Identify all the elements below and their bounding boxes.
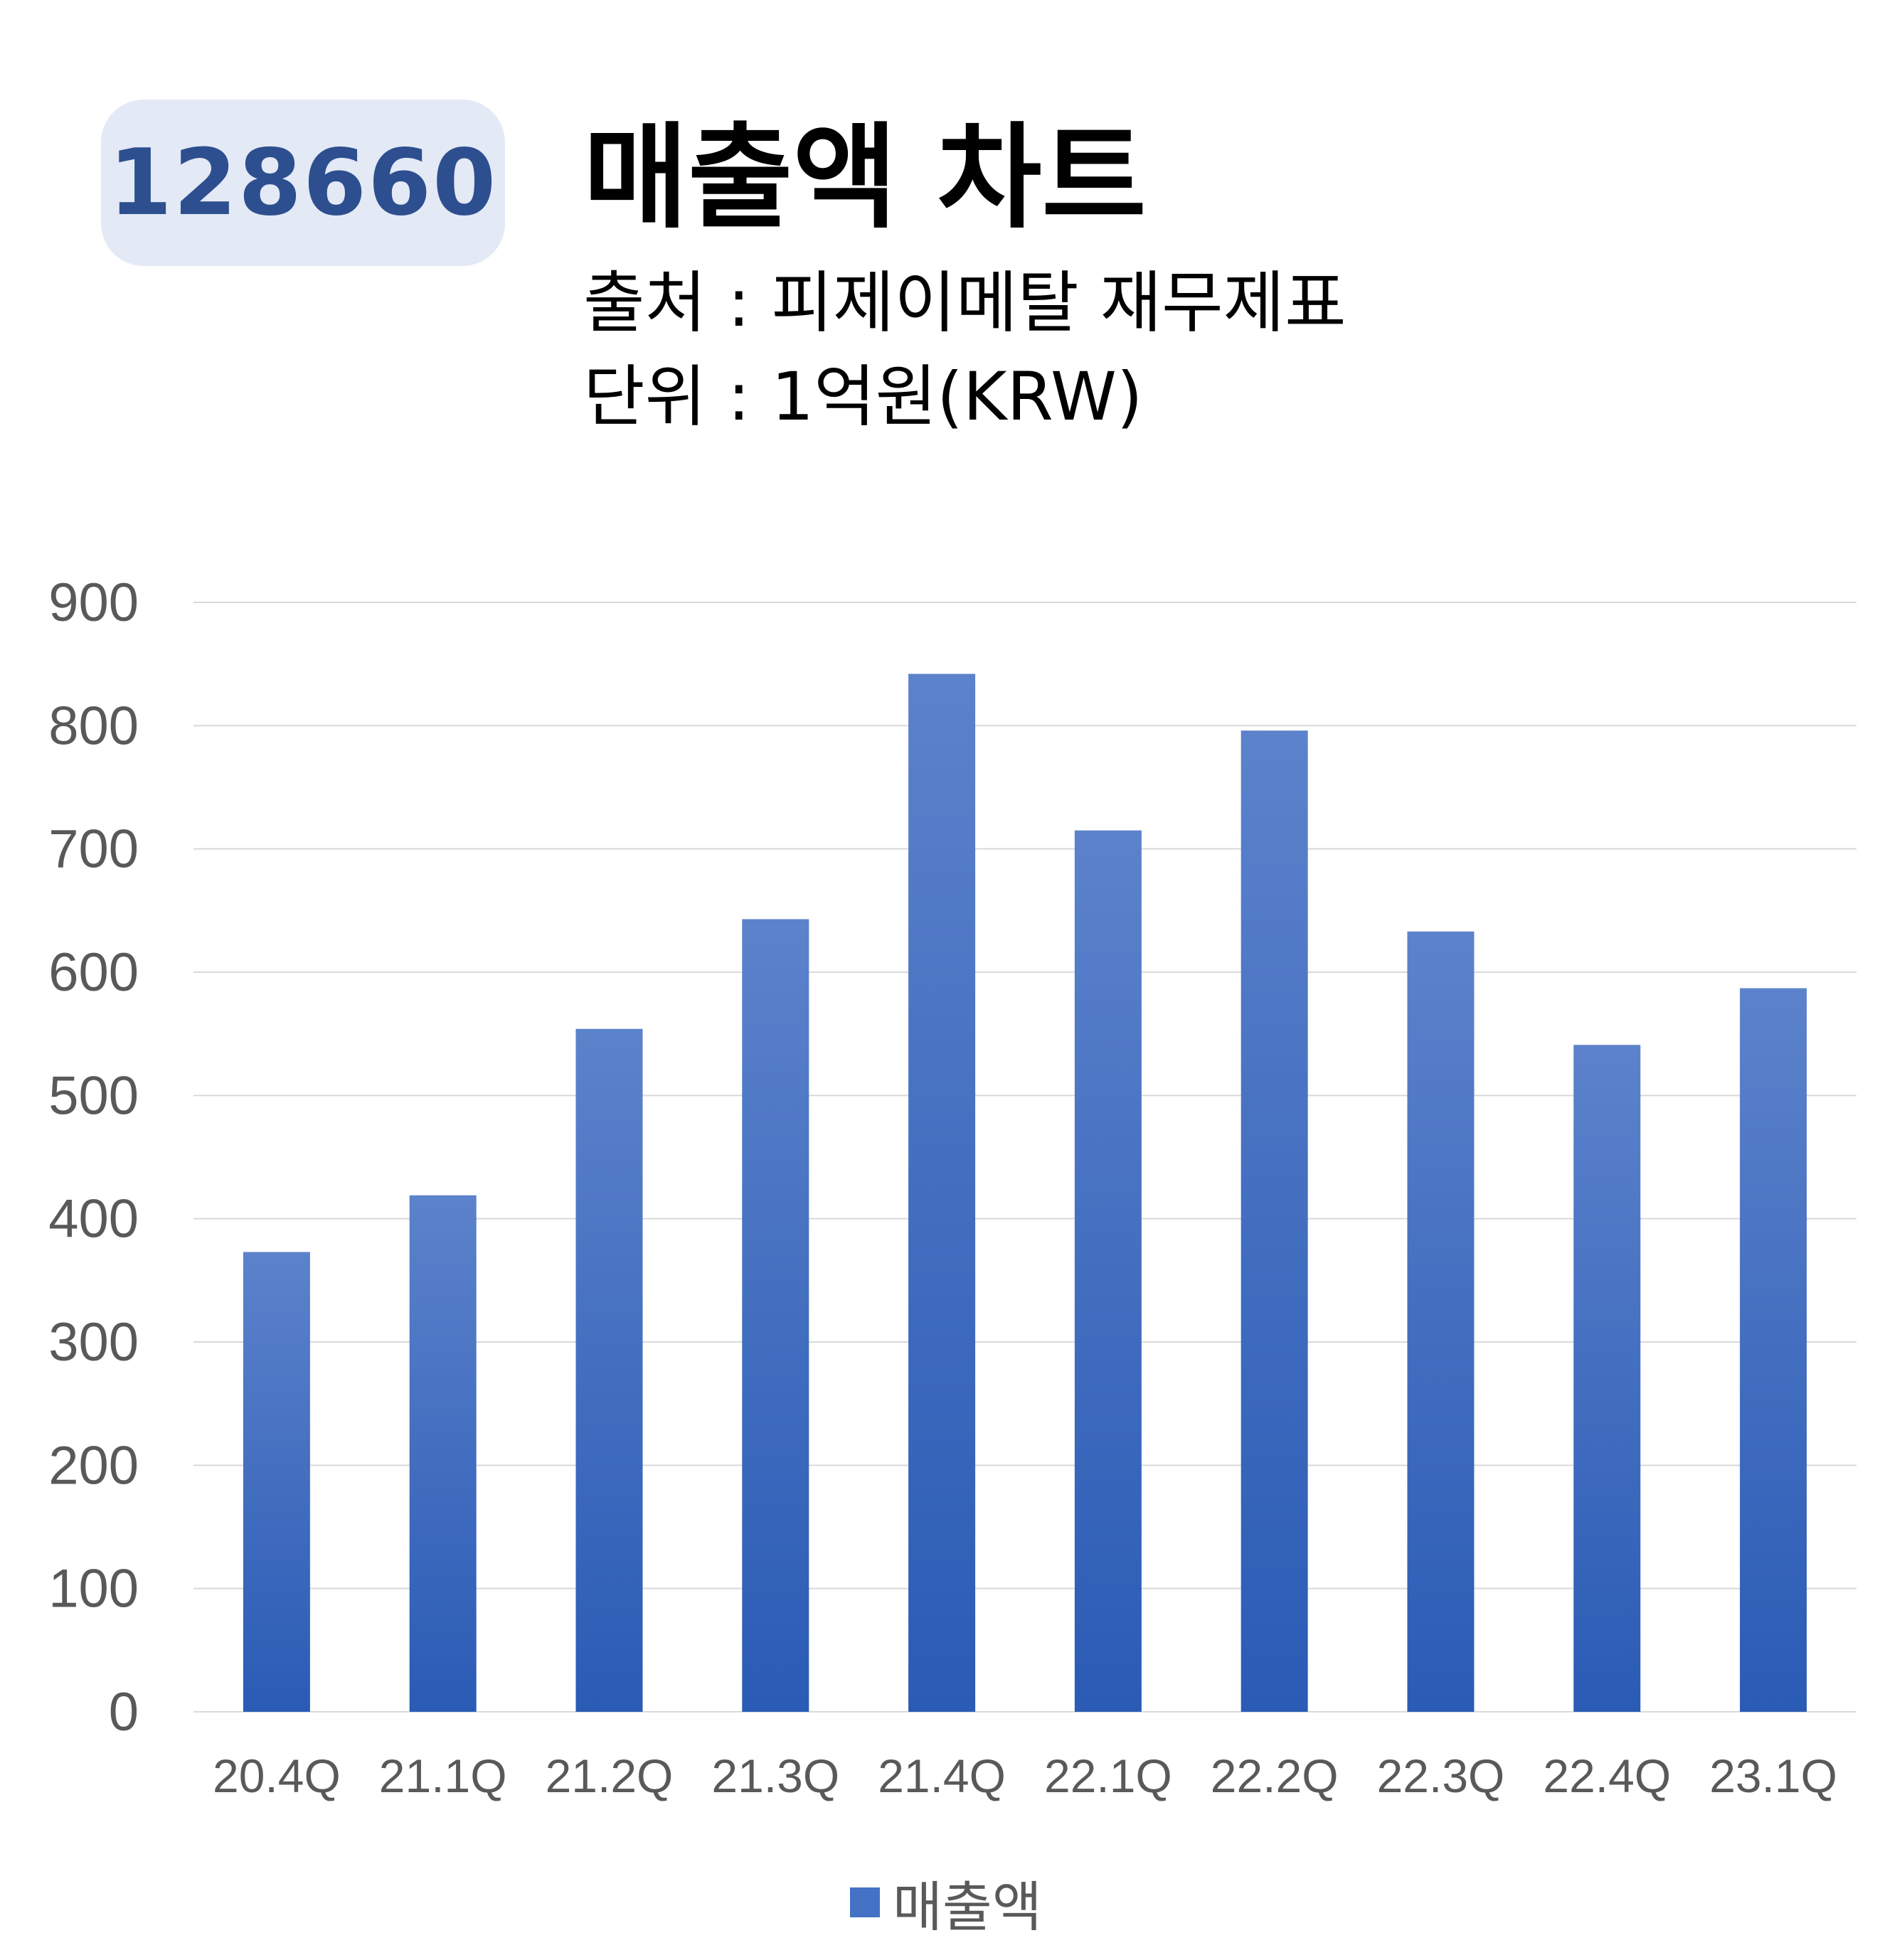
x-tick-label: 21.2Q — [546, 1749, 674, 1802]
y-tick-label: 600 — [48, 942, 139, 1003]
x-tick-label: 22.4Q — [1543, 1749, 1671, 1802]
bar-21.2Q — [575, 1028, 643, 1712]
unit-note: 단위 : 1억원(KRW) — [583, 358, 1143, 436]
y-tick-label: 400 — [48, 1189, 139, 1250]
y-tick-label: 200 — [48, 1435, 139, 1496]
bar-22.2Q — [1240, 730, 1308, 1712]
bar-21.3Q — [742, 919, 809, 1712]
bar-22.3Q — [1407, 931, 1474, 1712]
y-tick-label: 500 — [48, 1065, 139, 1126]
ticker-badge: 128660 — [101, 100, 505, 266]
y-axis-ticks: 0 100 200 300 400 500 600 700 800 900 — [48, 572, 139, 1742]
legend-swatch — [850, 1887, 880, 1917]
bars — [243, 673, 1807, 1712]
bar-22.1Q — [1074, 830, 1142, 1712]
x-tick-label: 21.4Q — [878, 1749, 1006, 1802]
source-note: 출처 : 피제이메탈 재무제표 — [583, 265, 1346, 342]
bar-21.1Q — [409, 1195, 477, 1712]
legend: 매출액 — [850, 1863, 1042, 1942]
x-tick-label: 22.3Q — [1377, 1749, 1505, 1802]
y-tick-label: 300 — [48, 1312, 139, 1373]
y-tick-label: 800 — [48, 696, 139, 756]
legend-label: 매출액 — [893, 1875, 1042, 1939]
x-axis-ticks: 20.4Q 21.1Q 21.2Q 21.3Q 21.4Q 22.1Q 22.2Q 22.3Q… — [213, 1749, 1837, 1802]
x-tick-label: 21.3Q — [711, 1749, 839, 1802]
bar-22.4Q — [1573, 1045, 1641, 1712]
y-tick-label: 900 — [48, 572, 139, 633]
chart-title: 매출액 차트 — [583, 111, 1147, 244]
x-tick-label: 20.4Q — [213, 1749, 341, 1802]
x-tick-label: 23.1Q — [1709, 1749, 1837, 1802]
bar-20.4Q — [243, 1252, 310, 1712]
x-tick-label: 21.1Q — [379, 1749, 507, 1802]
x-tick-label: 22.2Q — [1211, 1749, 1339, 1802]
y-tick-label: 100 — [48, 1559, 139, 1619]
y-tick-label: 0 — [109, 1682, 139, 1742]
y-tick-label: 700 — [48, 819, 139, 880]
ticker-code: 128660 — [108, 129, 498, 236]
bar-23.1Q — [1740, 988, 1807, 1712]
bar-21.4Q — [908, 673, 976, 1712]
x-tick-label: 22.1Q — [1044, 1749, 1172, 1802]
